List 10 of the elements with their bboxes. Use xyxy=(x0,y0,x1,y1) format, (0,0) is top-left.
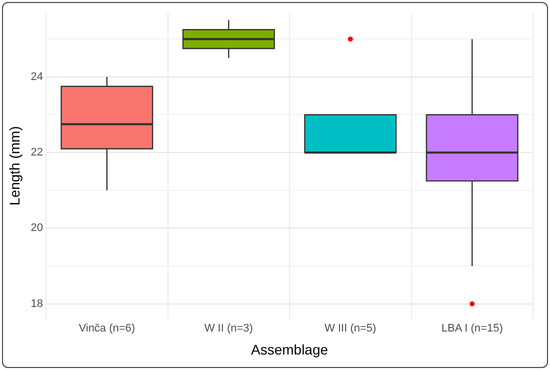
y-tick-label: 22 xyxy=(30,146,44,159)
y-tick-label: 24 xyxy=(30,70,44,83)
y-tick-label: 18 xyxy=(30,298,44,310)
y-axis-title: Length (mm) xyxy=(6,126,22,206)
x-tick-label: Vinča (n=6) xyxy=(78,322,136,335)
x-tick-label: W II (n=3) xyxy=(204,322,253,335)
x-tick-label: W III (n=5) xyxy=(324,322,376,335)
y-tick-label: 20 xyxy=(30,222,44,234)
x-tick-label: LBA I (n=15) xyxy=(441,322,503,335)
x-axis-title: Assemblage xyxy=(250,341,328,358)
